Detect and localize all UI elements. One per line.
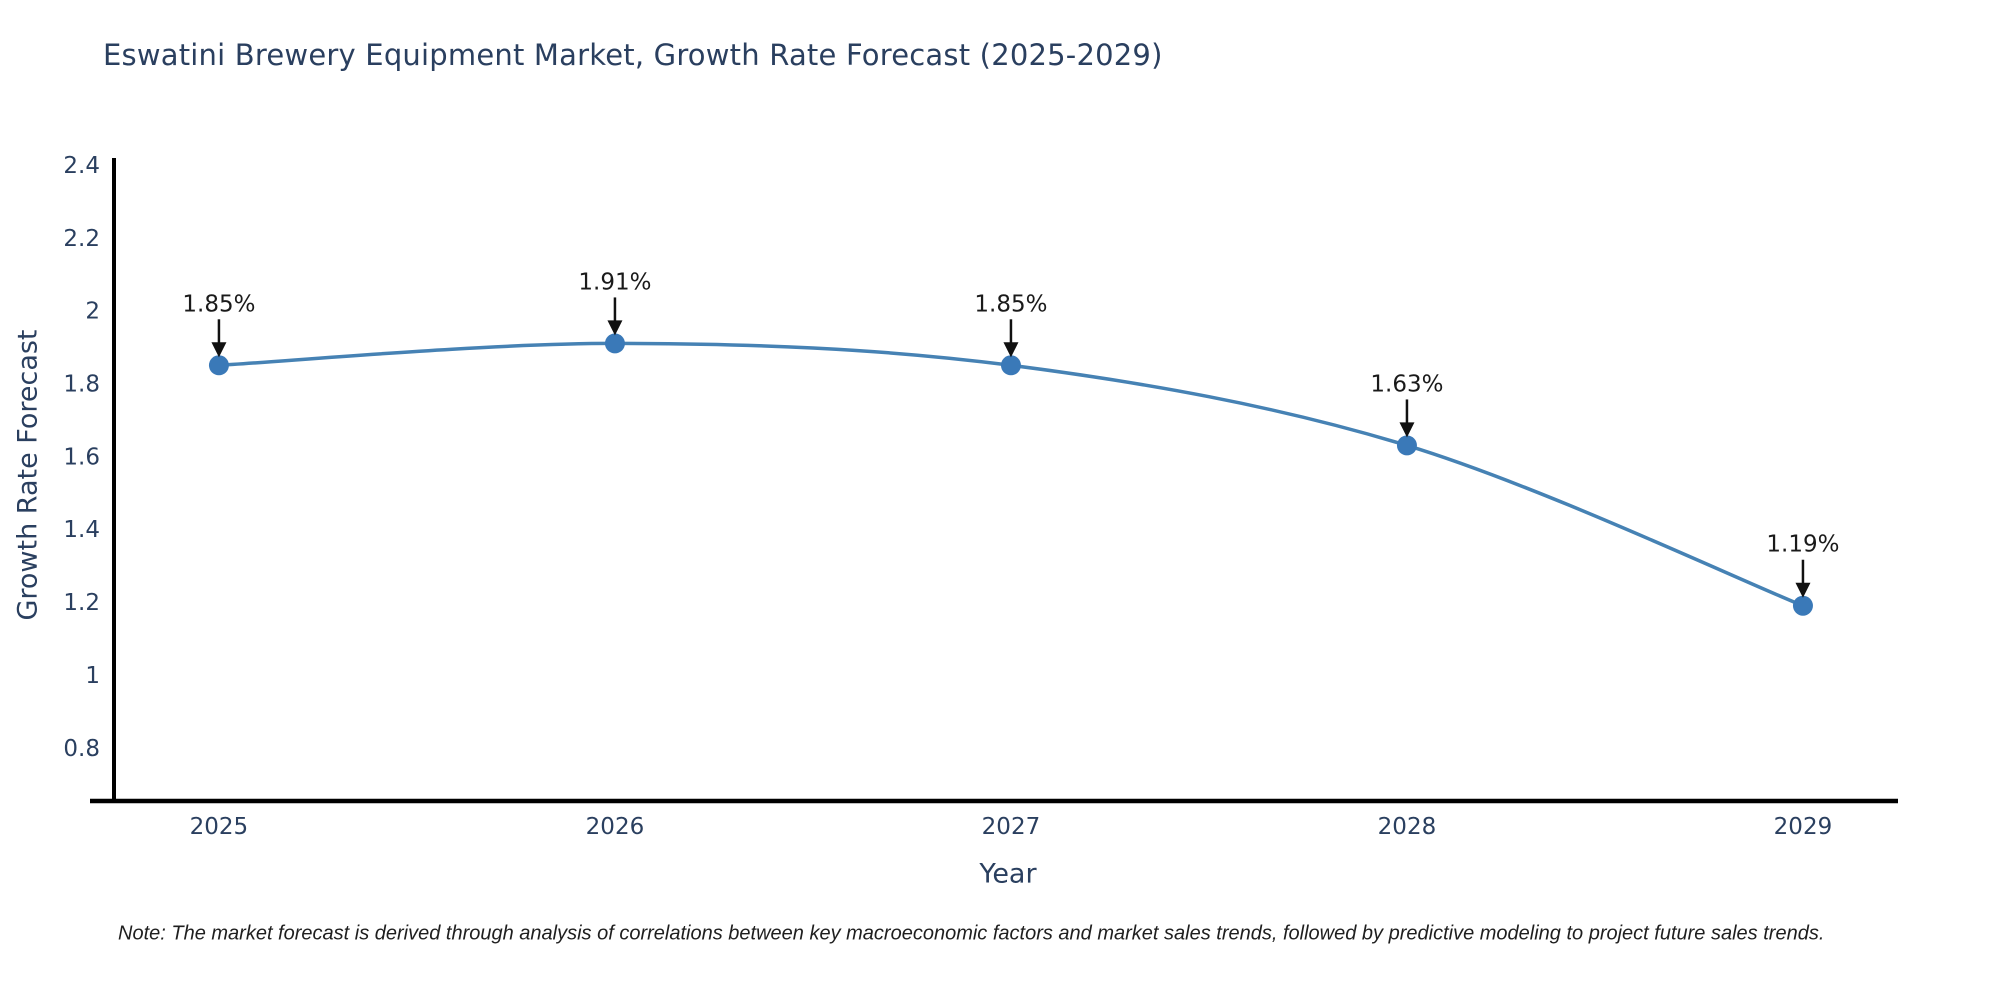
x-axis-title: Year [979,858,1037,890]
y-tick-label: 1.6 [63,444,100,470]
data-point-marker [1396,435,1417,456]
y-tick-label: 1 [85,663,100,689]
y-tick-label: 1.4 [63,517,100,543]
series-line [217,341,1805,608]
annotation-arrowhead [211,342,227,358]
annotation-label: 1.19% [1766,532,1839,558]
y-tick-label: 1.8 [63,372,100,398]
y-tick-label: 2.4 [63,153,100,179]
x-tick-label: 2028 [1378,814,1437,840]
y-tick-label: 1.2 [63,590,100,616]
footnote: Note: The market forecast is derived thr… [118,922,1825,945]
x-tick-label: 2027 [982,814,1041,840]
y-axis-title: Growth Rate Forecast [12,329,44,621]
annotation-arrowhead [1003,342,1019,358]
x-tick-label: 2029 [1774,814,1833,840]
annotation-arrowhead [607,320,623,336]
annotation-label: 1.85% [182,291,255,317]
y-tick-label: 0.8 [63,736,100,762]
annotation-label: 1.85% [974,291,1047,317]
data-point-marker [1792,595,1813,616]
x-tick-label: 2025 [190,814,249,840]
y-tick-label: 2 [85,299,100,325]
y-tick-label: 2.2 [63,226,100,252]
data-point-marker [604,333,625,354]
annotation-arrowhead [1399,422,1415,438]
chart-title: Eswatini Brewery Equipment Market, Growt… [103,38,1163,72]
annotation-label: 1.91% [578,269,651,295]
data-point-marker [1000,355,1021,376]
x-tick-label: 2026 [586,814,645,840]
annotation-arrowhead [1795,582,1811,598]
annotation-label: 1.63% [1370,371,1443,397]
data-point-marker [208,355,229,376]
